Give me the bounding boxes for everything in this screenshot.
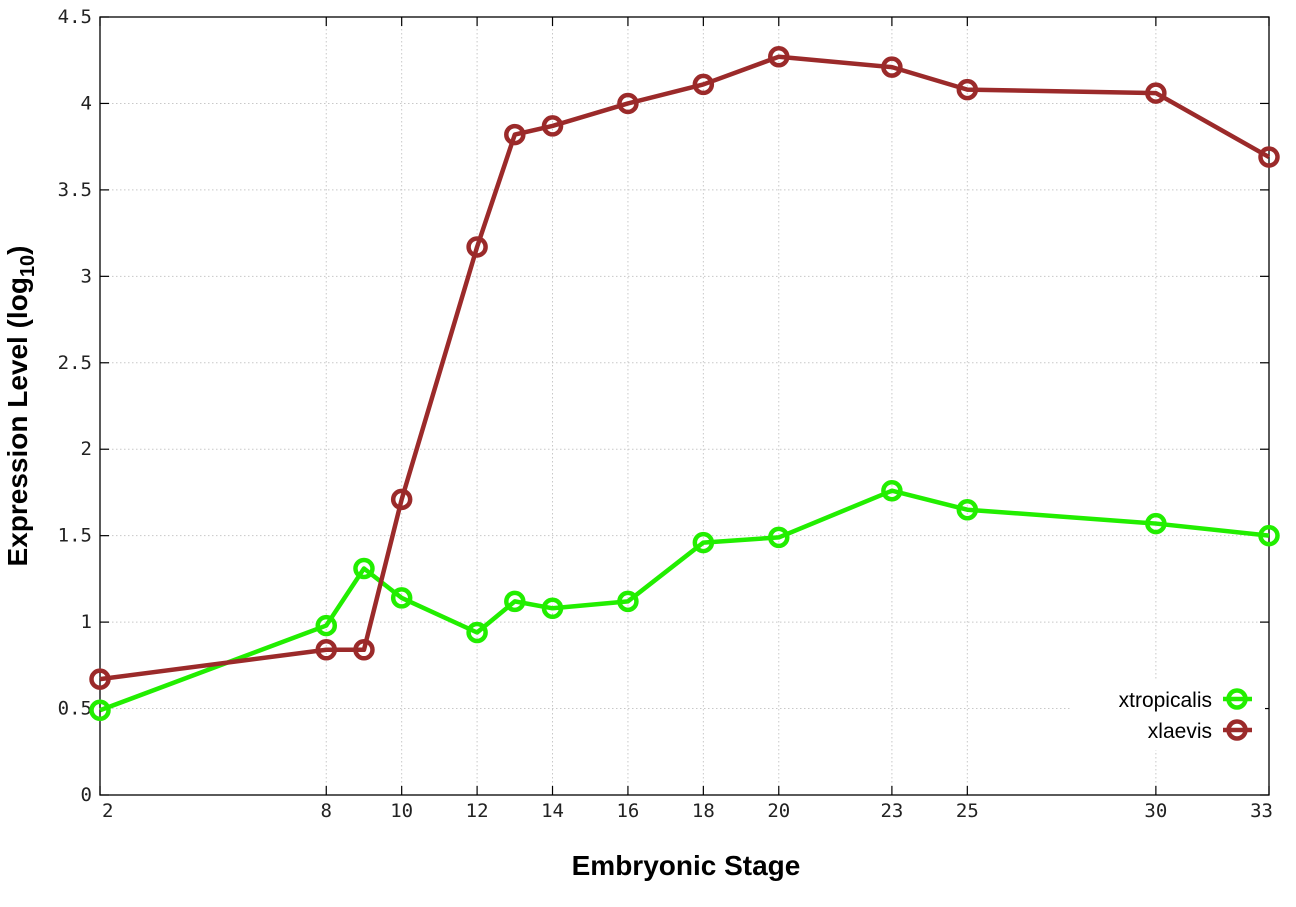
data-point-xtropicalis: [390, 587, 413, 609]
y-tick-label: 4.5: [58, 6, 92, 28]
grid-lines: [100, 17, 1269, 795]
series-line-xtropicalis: [99, 488, 1270, 713]
y-axis-title-subscript: 10: [17, 255, 39, 277]
y-tick-label: 1.5: [58, 525, 92, 547]
data-point-xlaevis: [692, 73, 715, 96]
series-line-xlaevis: [99, 54, 1271, 682]
x-tick-label: 8: [321, 800, 332, 822]
data-point-xtropicalis: [353, 557, 375, 580]
y-tick-label: 0: [81, 784, 92, 806]
data-point-xtropicalis: [1145, 512, 1167, 535]
data-point-xlaevis: [89, 668, 111, 690]
x-tick-label: 23: [880, 800, 903, 822]
y-tick-label: 3: [81, 265, 92, 287]
data-point-xlaevis: [353, 639, 375, 661]
data-point-xtropicalis: [956, 498, 979, 521]
data-point-xtropicalis: [768, 526, 790, 549]
x-tick-label: 2: [102, 800, 113, 822]
data-point-xtropicalis: [541, 597, 564, 620]
x-tick-label: 20: [767, 800, 790, 822]
y-axis-title-main: Expression Level (log: [2, 277, 33, 566]
legend: xtropicalis xlaevis: [1070, 680, 1265, 750]
x-tick-label: 14: [541, 800, 564, 822]
data-point-xlaevis: [466, 236, 488, 258]
axis-ticks: 0 0.5 1 1.5 2 2.5 3 3.5 4 4.5 2 8 10 12 14 16 18 20 23 25 30…: [58, 6, 1273, 822]
y-tick-label: 2: [81, 438, 92, 460]
data-point-xlaevis: [617, 92, 639, 115]
legend-label-xtropicalis: xtropicalis: [1119, 689, 1212, 712]
x-tick-label: 18: [692, 800, 715, 822]
x-tick-label: 12: [466, 800, 489, 822]
y-axis-title: Expression Level (log10): [2, 246, 39, 567]
y-tick-label: 1: [81, 611, 92, 633]
x-axis-title: Embryonic Stage: [572, 850, 801, 881]
x-tick-label: 33: [1250, 800, 1273, 822]
data-point-xlaevis: [1258, 146, 1280, 168]
legend-marker-xtropicalis: [1226, 688, 1248, 710]
data-point-xtropicalis: [315, 614, 338, 637]
x-tick-label: 25: [956, 800, 979, 822]
y-axis-title-close: ): [2, 246, 33, 255]
data-point-xtropicalis: [89, 699, 111, 722]
y-tick-label: 0.5: [58, 698, 92, 720]
legend-marker-xlaevis: [1226, 719, 1248, 741]
plot-frame: [99, 16, 1270, 796]
data-point-xlaevis: [881, 56, 903, 78]
data-point-xlaevis: [315, 639, 338, 661]
x-tick-label: 30: [1144, 800, 1167, 822]
data-point-xtropicalis: [692, 531, 715, 554]
data-point-xtropicalis: [1258, 524, 1280, 547]
data-point-xlaevis: [956, 78, 979, 101]
data-point-xtropicalis: [504, 590, 526, 613]
y-tick-label: 2.5: [58, 352, 92, 374]
x-tick-label: 16: [616, 800, 639, 822]
data-point-xlaevis: [1145, 82, 1167, 104]
data-point-xlaevis: [768, 46, 790, 68]
data-point-xlaevis: [390, 488, 413, 511]
x-tick-label: 10: [390, 800, 413, 822]
data-point-xtropicalis: [881, 479, 903, 502]
y-tick-label: 4: [81, 92, 92, 114]
y-tick-label: 3.5: [58, 179, 92, 201]
series-layer: [89, 46, 1280, 722]
data-point-xtropicalis: [466, 621, 488, 644]
data-point-xlaevis: [541, 115, 564, 137]
data-point-xlaevis: [504, 123, 526, 146]
legend-label-xlaevis: xlaevis: [1148, 720, 1212, 743]
data-point-xtropicalis: [617, 590, 639, 613]
